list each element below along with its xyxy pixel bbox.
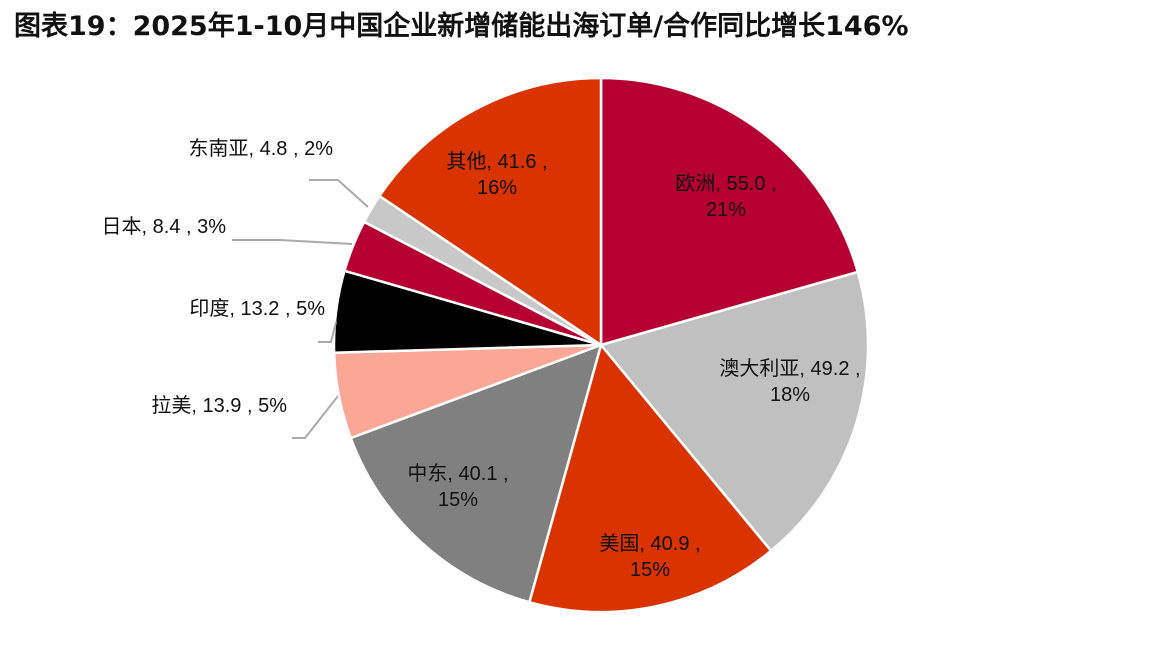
chart-title: 图表19：2025年1-10月中国企业新增储能出海订单/合作同比增长146% <box>14 11 909 42</box>
slice-label-2: 澳大利亚, 49.2 , 18% <box>719 357 860 406</box>
leader-line-7 <box>232 239 353 245</box>
slice-label-1: 欧洲, 55.0 , 21% <box>675 172 776 221</box>
pie-slice-9 <box>377 76 603 348</box>
slice-label-4: 中东, 40.1 , 15% <box>407 462 508 511</box>
leader-line-5 <box>292 395 339 439</box>
slice-label-3: 美国, 40.9 , 15% <box>599 532 700 581</box>
pie-slice-4 <box>349 342 603 604</box>
leader-line-8 <box>309 179 369 208</box>
slice-label-9: 其他, 41.6 , 16% <box>446 150 547 199</box>
slice-label-7: 日本, 8.4 , 3% <box>102 215 227 238</box>
pie-slice-3 <box>527 342 773 614</box>
pie-slice-2 <box>598 270 870 553</box>
leader-line-6 <box>318 321 337 343</box>
slice-label-6: 印度, 13.2 , 5% <box>189 297 325 320</box>
pie-slice-1 <box>599 76 860 347</box>
pie-slices <box>332 76 870 614</box>
leader-lines <box>232 179 369 439</box>
slice-label-5: 拉美, 13.9 , 5% <box>151 394 287 417</box>
slice-labels: 欧洲, 55.0 , 21% 澳大利亚, 49.2 , 18% 美国, 40.9 , 15… <box>102 137 861 581</box>
slice-label-8: 东南亚, 4.8 , 2% <box>189 137 334 160</box>
